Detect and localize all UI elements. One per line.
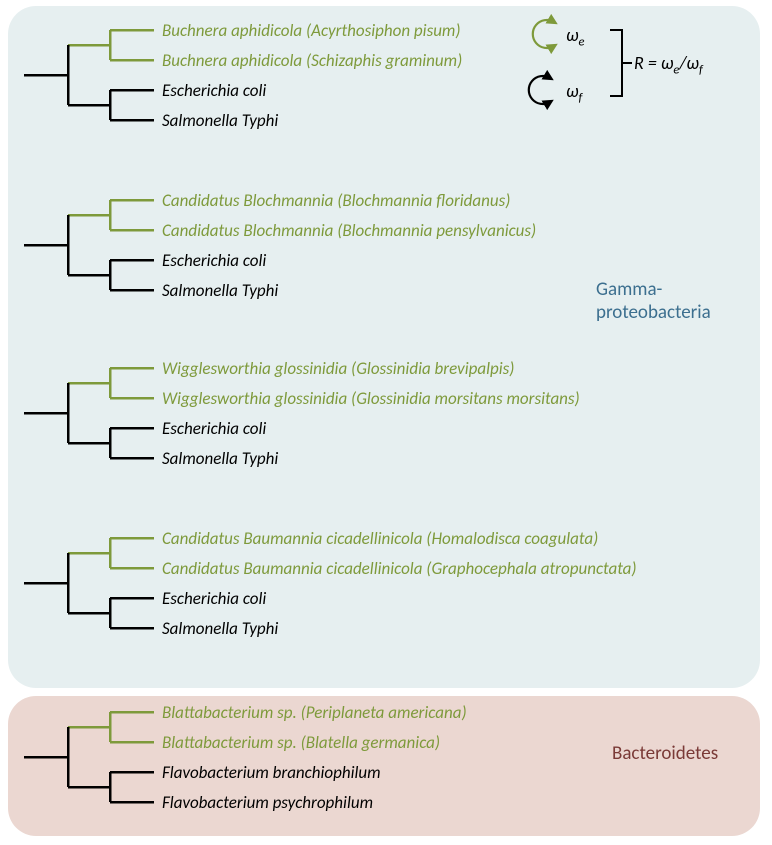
omega-f-label: ωf <box>566 80 582 106</box>
phylogeny-tip-label: Blattabacterium sp. (Periplaneta america… <box>162 702 467 723</box>
group-label-bacteroidetes: Bacteroidetes <box>612 742 718 765</box>
phylogeny-tip-label: Escherichia coli <box>162 250 266 271</box>
swap-arrow-icon <box>529 76 550 104</box>
phylogeny-tip-label: Buchnera aphidicola (Acyrthosiphon pisum… <box>162 20 461 41</box>
phylogeny-tip-label: Flavobacterium psychrophilum <box>162 792 373 813</box>
phylogeny-tip-label: Blattabacterium sp. (Blatella germanica) <box>162 732 440 753</box>
phylogeny-tip-label: Salmonella Typhi <box>162 280 278 301</box>
phylogeny-tip-label: Salmonella Typhi <box>162 110 278 131</box>
group-label-gamma-line2: proteobacteria <box>596 301 711 324</box>
group-label-gammaproteobacteria: Gamma- proteobacteria <box>596 278 711 324</box>
phylogeny-tip-label: Candidatus Blochmannia (Blochmannia pens… <box>162 220 536 241</box>
phylogeny-tip-label: Candidatus Baumannia cicadellinicola (Ho… <box>162 528 598 549</box>
group-label-gamma-line1: Gamma- <box>596 278 662 301</box>
phylogeny-tip-label: Wigglesworthia glossinidia (Glossinidia … <box>162 388 580 409</box>
ratio-equation: R = ωe/ωf <box>634 52 703 78</box>
omega-e-label: ωe <box>566 24 585 50</box>
phylogeny-tip-label: Flavobacterium branchiophilum <box>162 762 381 783</box>
bracket-icon <box>610 30 632 96</box>
phylogeny-tip-label: Escherichia coli <box>162 80 266 101</box>
phylogeny-tip-label: Wigglesworthia glossinidia (Glossinidia … <box>162 358 514 379</box>
group-label-bact-line1: Bacteroidetes <box>612 742 718 765</box>
phylogeny-tip-label: Escherichia coli <box>162 418 266 439</box>
phylogeny-tip-label: Buchnera aphidicola (Schizaphis graminum… <box>162 50 462 71</box>
swap-arrow-icon <box>533 20 554 48</box>
phylogeny-tip-label: Candidatus Baumannia cicadellinicola (Gr… <box>162 558 637 579</box>
phylogeny-tip-label: Escherichia coli <box>162 588 266 609</box>
phylogeny-tip-label: Salmonella Typhi <box>162 618 278 639</box>
phylogeny-tip-label: Salmonella Typhi <box>162 448 278 469</box>
phylogeny-tip-label: Candidatus Blochmannia (Blochmannia flor… <box>162 190 510 211</box>
